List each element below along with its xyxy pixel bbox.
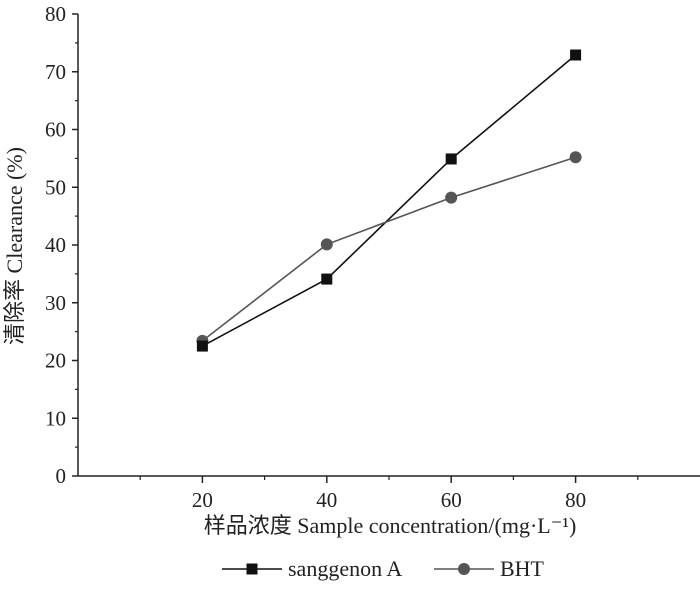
series-line-0 (202, 54, 577, 347)
y-axis-title: 清除率 Clearance (%) (2, 147, 27, 345)
legend-item: sanggenon A (222, 556, 402, 581)
data-point-0 (321, 273, 333, 285)
data-point-1 (320, 238, 333, 251)
tick-marks: 0 10 20 30 40 50 60 70 80 20 40 60 80 (45, 2, 639, 512)
y-tick-label: 80 (45, 2, 66, 26)
legend-item: BHT (434, 556, 545, 581)
data-point-0 (570, 49, 582, 61)
y-tick-label: 0 (56, 464, 67, 488)
y-tick-label: 40 (45, 233, 66, 257)
data-point-1 (445, 191, 458, 204)
y-tick-label: 10 (45, 406, 66, 430)
series-lines (201, 54, 577, 347)
y-tick-label: 50 (45, 175, 66, 199)
legend-label: BHT (500, 556, 545, 581)
x-tick-label: 60 (441, 488, 462, 512)
series-markers (196, 49, 582, 352)
legend-marker (246, 563, 258, 575)
data-point-1 (569, 151, 582, 164)
data-point-0 (196, 340, 208, 352)
x-tick-label: 80 (565, 488, 586, 512)
y-tick-label: 30 (45, 291, 66, 315)
y-tick-label: 60 (45, 118, 66, 142)
data-point-0 (445, 153, 457, 165)
x-tick-label: 20 (192, 488, 213, 512)
legend-label: sanggenon A (288, 556, 402, 581)
y-tick-label: 20 (45, 349, 66, 373)
legend-marker (458, 563, 470, 575)
y-tick-label: 70 (45, 60, 66, 84)
series-line-1 (201, 156, 576, 342)
x-axis-title: 样品浓度 Sample concentration/(mg·L⁻¹) (204, 513, 577, 538)
legend: sanggenon A BHT (222, 556, 545, 581)
axes (77, 14, 700, 477)
x-tick-label: 40 (316, 488, 337, 512)
